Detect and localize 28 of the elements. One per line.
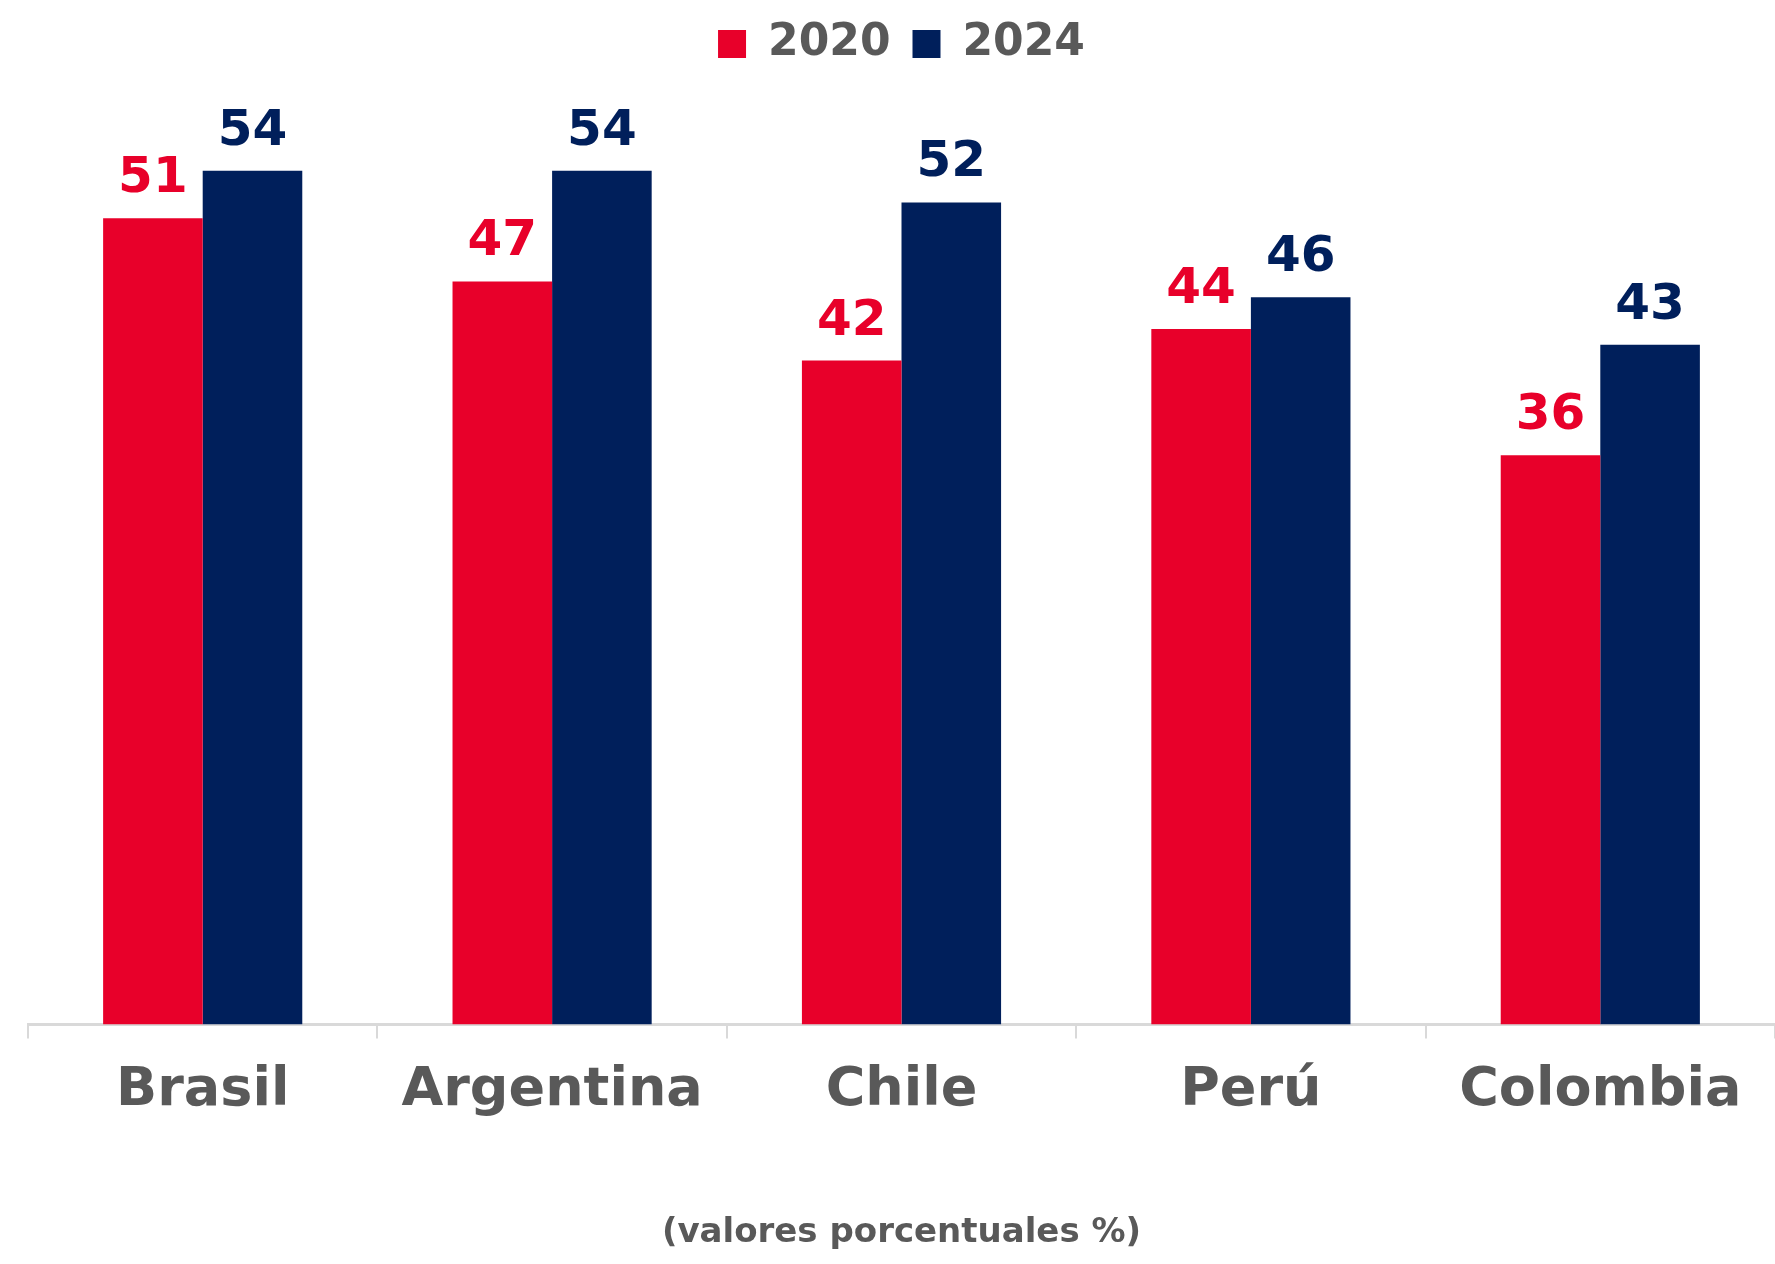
bar [1500, 455, 1601, 1025]
x-axis-title: (valores porcentuales %) [661, 1210, 1142, 1251]
data-label: 47 [467, 209, 538, 268]
data-label: 42 [816, 288, 887, 347]
bar [1600, 344, 1700, 1025]
bar [901, 202, 1002, 1025]
data-label: 43 [1615, 272, 1685, 331]
x-tick-label: Argentina [401, 1054, 703, 1118]
bar [552, 170, 652, 1025]
data-label: 52 [916, 130, 987, 189]
data-label: 36 [1515, 383, 1586, 442]
data-label: 46 [1265, 225, 1336, 284]
bar [103, 218, 203, 1025]
data-label: 44 [1166, 256, 1236, 315]
data-label: 54 [217, 98, 288, 157]
x-tick-label: Brasil [116, 1054, 290, 1118]
bar [1250, 297, 1351, 1025]
bar [1151, 328, 1251, 1025]
x-tick-label: Chile [825, 1054, 978, 1118]
bar [452, 281, 553, 1025]
x-tick-label: Colombia [1459, 1054, 1742, 1118]
x-tick-label: Perú [1180, 1054, 1322, 1118]
data-label: 54 [567, 98, 637, 157]
data-label: 51 [118, 146, 188, 205]
bar [801, 360, 902, 1025]
legend-label: 2020 [768, 14, 891, 66]
legend-label: 2024 [962, 14, 1085, 66]
bar [202, 170, 303, 1025]
